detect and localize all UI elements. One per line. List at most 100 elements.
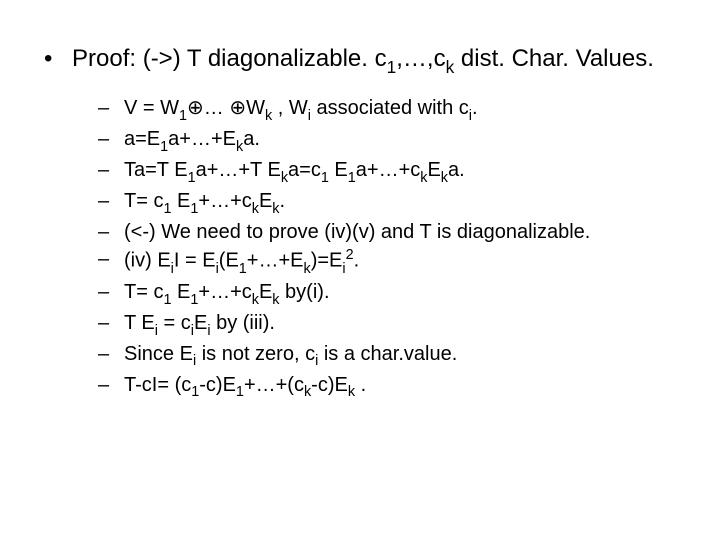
list-item: – Since Ei is not zero, ci is a char.val… (98, 341, 680, 372)
text-fragment: is not zero, c (196, 343, 315, 365)
text-fragment: +…+E (247, 250, 304, 272)
list-item: – a=E1a+…+Eka. (98, 126, 680, 157)
text-fragment: , W (272, 97, 308, 119)
subscript: k (281, 170, 288, 186)
text-fragment: by(i). (280, 281, 330, 303)
text-fragment: E (259, 190, 272, 212)
text-fragment: = c (158, 312, 191, 334)
subscript: 1 (160, 139, 168, 155)
text-fragment: a=E (124, 128, 160, 150)
subscript: k (420, 170, 427, 186)
subscript: 1 (163, 201, 171, 217)
subscript: 1 (348, 170, 356, 186)
subscript: k (446, 57, 455, 77)
dash-icon: – (98, 219, 124, 247)
subscript: 1 (321, 170, 329, 186)
subscript: 1 (179, 108, 187, 124)
item-text: T Ei = ciEi by (iii). (124, 310, 680, 341)
item-text: (iv) EiI = Ei(E1+…+Ek)=Ei2. (124, 246, 680, 279)
dash-icon: – (98, 95, 124, 123)
list-item: – Ta=T E1a+…+T Eka=c1 E1a+…+ckEka. (98, 157, 680, 188)
subscript: k (252, 292, 259, 308)
subscript: 1 (239, 261, 247, 277)
slide: • Proof: (->) T diagonalizable. c1,…,ck … (0, 0, 720, 540)
text-fragment: T E (124, 312, 155, 334)
list-item: – T= c1 E1+…+ckEk. (98, 188, 680, 219)
subscript: i (216, 261, 219, 277)
text-fragment: a+…+T E (196, 159, 281, 181)
text-fragment: is a char.value. (318, 343, 457, 365)
item-text: Since Ei is not zero, ci is a char.value… (124, 341, 680, 372)
list-item: – T Ei = ciEi by (iii). (98, 310, 680, 341)
superscript: 2 (346, 247, 354, 263)
subscript: i (171, 261, 174, 277)
item-text: V = W1⊕… ⊕Wk , Wi associated with ci. (124, 95, 680, 126)
dash-icon: – (98, 246, 124, 274)
item-text: (<-) We need to prove (iv)(v) and T is d… (124, 219, 680, 247)
subscript: k (348, 384, 355, 400)
subscript: k (272, 201, 279, 217)
subscript: 1 (190, 201, 198, 217)
text-fragment: Since E (124, 343, 193, 365)
text-fragment: E (194, 312, 207, 334)
subscript: i (155, 323, 158, 339)
bullet-icon: • (40, 44, 72, 74)
text-fragment: ⊕… ⊕W (187, 97, 265, 119)
text-fragment: T-cI= (c (124, 374, 191, 396)
subscript: 1 (191, 384, 199, 400)
subscript: i (191, 323, 194, 339)
text-fragment: +…+(c (244, 374, 304, 396)
text-fragment: T= c (124, 190, 163, 212)
subscript: k (252, 201, 259, 217)
text-fragment: . (280, 190, 286, 212)
subscript: i (193, 353, 196, 369)
item-text: T-cI= (c1-c)E1+…+(ck-c)Ek . (124, 372, 680, 403)
text-fragment: )=E (311, 250, 343, 272)
list-item: – (<-) We need to prove (iv)(v) and T is… (98, 219, 680, 247)
subscript: 1 (163, 292, 171, 308)
text-fragment: (iv) E (124, 250, 171, 272)
text-fragment: +…+c (198, 190, 251, 212)
text-fragment: E (171, 190, 190, 212)
main-bullet-item: • Proof: (->) T diagonalizable. c1,…,ck … (40, 44, 680, 77)
text-fragment: . (354, 250, 360, 272)
text-fragment: (E (219, 250, 239, 272)
text-fragment: V = W (124, 97, 179, 119)
text-fragment: E (259, 281, 272, 303)
list-item: – T= c1 E1+…+ckEk by(i). (98, 279, 680, 310)
dash-icon: – (98, 157, 124, 185)
text-fragment: Proof: (->) T diagonalizable. c (72, 45, 387, 72)
dash-icon: – (98, 341, 124, 369)
sub-list: – V = W1⊕… ⊕Wk , Wi associated with ci. … (40, 95, 680, 402)
text-fragment: I = E (174, 250, 216, 272)
subscript: k (441, 170, 448, 186)
item-text: Ta=T E1a+…+T Eka=c1 E1a+…+ckEka. (124, 157, 680, 188)
text-fragment: E (427, 159, 440, 181)
main-text: Proof: (->) T diagonalizable. c1,…,ck di… (72, 44, 680, 77)
item-text: T= c1 E1+…+ckEk. (124, 188, 680, 219)
text-fragment: a+…+c (356, 159, 420, 181)
subscript: 1 (188, 170, 196, 186)
list-item: – T-cI= (c1-c)E1+…+(ck-c)Ek . (98, 372, 680, 403)
text-fragment: . (355, 374, 366, 396)
text-fragment: T= c (124, 281, 163, 303)
dash-icon: – (98, 188, 124, 216)
list-item: – (iv) EiI = Ei(E1+…+Ek)=Ei2. (98, 246, 680, 279)
item-text: T= c1 E1+…+ckEk by(i). (124, 279, 680, 310)
subscript: 1 (236, 384, 244, 400)
text-fragment: a=c (288, 159, 321, 181)
text-fragment: by (iii). (211, 312, 275, 334)
text-fragment: dist. Char. Values. (454, 45, 654, 72)
text-fragment: a. (448, 159, 465, 181)
subscript: i (315, 353, 318, 369)
dash-icon: – (98, 126, 124, 154)
text-fragment: Ta=T E (124, 159, 188, 181)
text-fragment: . (472, 97, 478, 119)
subscript: i (207, 323, 210, 339)
text-fragment: E (171, 281, 190, 303)
subscript: k (236, 139, 243, 155)
text-fragment: +…+c (198, 281, 251, 303)
subscript: k (272, 292, 279, 308)
subscript: i (469, 108, 472, 124)
text-fragment: associated with c (311, 97, 469, 119)
